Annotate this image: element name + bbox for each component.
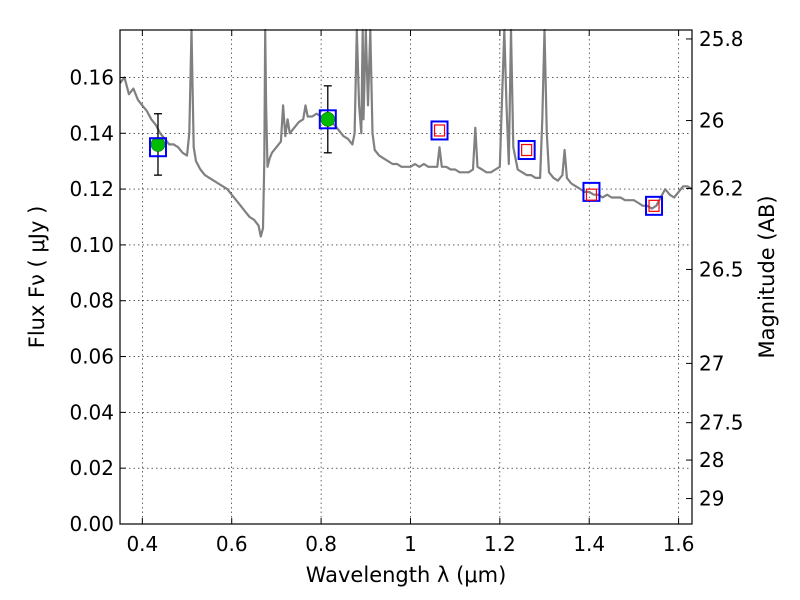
x-tick-label: 0.4	[126, 532, 158, 556]
x-tick-label: 1.2	[484, 532, 516, 556]
model-box-marker	[517, 140, 536, 161]
y-tick-label: 0.04	[69, 400, 114, 424]
y2-tick-label: 28	[699, 448, 724, 472]
y-tick-label: 0.14	[69, 121, 114, 145]
x-tick-label: 1.4	[573, 532, 605, 556]
y2-tick-label: 26	[699, 109, 724, 133]
spectrum	[119, 28, 693, 238]
x-axis-label: Wavelength λ (μm)	[306, 563, 507, 587]
ticks: 0.4 0.6 0.8 1 1.2 1.4 1.6 0.00 0.02 0.04 0.06 0.08 0…	[69, 27, 743, 556]
y2-tick-label: 26.2	[699, 176, 744, 200]
y2-tick-label: 27	[699, 351, 724, 375]
model-box-marker	[318, 109, 337, 130]
y-tick-label: 0.00	[69, 512, 114, 536]
observed-box-marker	[648, 199, 660, 212]
y-axis-label: Flux Fν ( μJy )	[25, 206, 49, 349]
plot-frame	[119, 29, 693, 525]
x-tick-label: 1.6	[663, 532, 695, 556]
model-box-marker	[645, 195, 664, 216]
observed-box-marker	[521, 143, 533, 157]
y2-tick-label: 27.5	[699, 411, 744, 435]
y-tick-label: 0.08	[69, 289, 114, 313]
model-box-marker	[582, 181, 601, 202]
observed-box-marker	[433, 124, 446, 137]
y-tick-label: 0.16	[69, 65, 114, 89]
y-tick-label: 0.12	[69, 177, 114, 201]
markers	[148, 85, 664, 216]
y-tick-label: 0.06	[69, 345, 114, 369]
y2-axis-label: Magnitude (AB)	[755, 195, 779, 358]
model-box-marker	[430, 120, 449, 141]
x-tick-label: 0.8	[305, 532, 337, 556]
y2-tick-label: 29	[699, 487, 724, 511]
observed-box-marker	[585, 188, 598, 201]
y-tick-label: 0.10	[69, 233, 114, 257]
photometry-point	[150, 137, 166, 152]
y2-tick-label: 25.8	[699, 27, 744, 51]
x-tick-label: 1	[404, 532, 417, 556]
photometry-point	[320, 112, 336, 127]
model-box-marker	[148, 137, 167, 158]
y2-tick-label: 26.5	[699, 257, 744, 281]
y-tick-label: 0.02	[69, 456, 114, 480]
spectrum-line	[119, 28, 693, 238]
x-tick-label: 0.6	[216, 532, 248, 556]
